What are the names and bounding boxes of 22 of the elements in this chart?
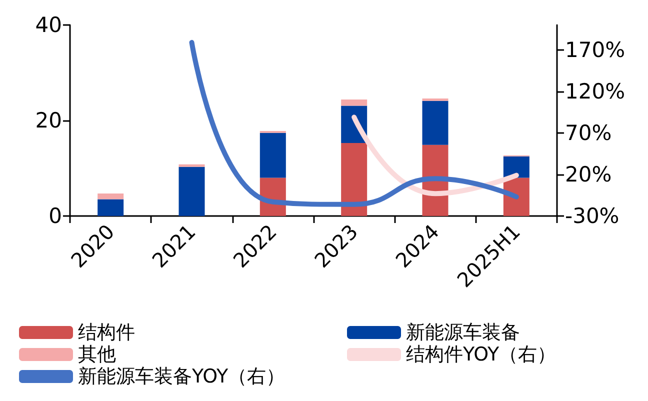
legend-label: 结构件YOY（右） — [406, 344, 556, 366]
bar — [98, 199, 124, 216]
legend-label: 新能源车装备YOY（右） — [78, 366, 286, 388]
legend-label: 新能源车装备 — [406, 322, 520, 344]
y2-tick-label: 120% — [565, 79, 626, 104]
y2-tick-label: 170% — [565, 38, 626, 62]
bar — [178, 166, 205, 216]
y2-tick-label: -30% — [565, 204, 620, 228]
bar — [260, 132, 286, 178]
y2-tick-label: 70% — [565, 120, 612, 145]
legend-label: 结构件 — [78, 322, 135, 344]
y-tick-label: 40 — [35, 13, 62, 37]
y-tick-label: 20 — [35, 108, 62, 132]
bar — [503, 156, 530, 178]
bar — [422, 100, 448, 145]
bar — [341, 99, 368, 106]
y-tick-label: 0 — [48, 204, 62, 228]
bar — [341, 142, 368, 216]
bar — [178, 164, 205, 167]
bar — [98, 194, 124, 200]
y2-tick-label: 20% — [565, 162, 612, 186]
legend-label: 其他 — [78, 344, 116, 366]
